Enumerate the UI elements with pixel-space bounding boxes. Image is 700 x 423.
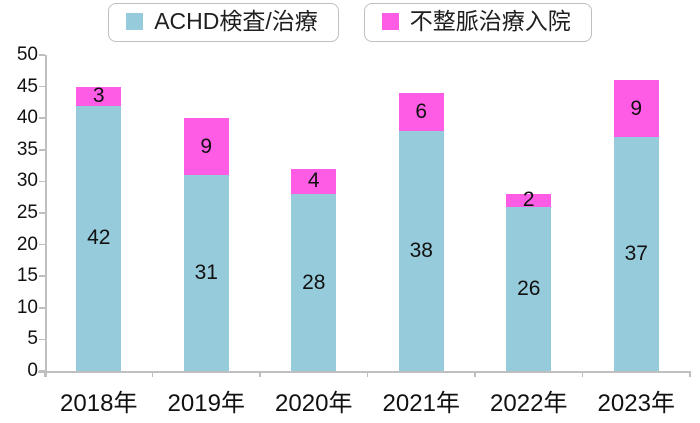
x-axis-tick bbox=[366, 371, 369, 377]
bar-segment-2021年-achd bbox=[398, 130, 444, 371]
y-axis-tick-label: 50 bbox=[16, 44, 38, 65]
y-axis-tick-label: 5 bbox=[27, 328, 38, 350]
bar-segment-2022年-arrhythmia bbox=[506, 194, 552, 207]
x-axis-category-label: 2019年 bbox=[167, 390, 245, 417]
y-axis-tick-label: 10 bbox=[16, 296, 38, 318]
x-axis-tick bbox=[474, 371, 476, 377]
legend-item-arrhythmia: 不整脈治療入院 bbox=[363, 3, 592, 42]
y-axis-tick-label: 0 bbox=[27, 360, 38, 381]
bar-segment-2022年-achd bbox=[506, 206, 552, 371]
y-axis-tick-label: 25 bbox=[16, 202, 38, 223]
bar-value-label: 37 bbox=[624, 242, 648, 266]
bar-segment-2018年-arrhythmia bbox=[76, 86, 122, 106]
bar-value-label: 28 bbox=[302, 270, 326, 294]
legend-label-achd: ACHD検査/治療 bbox=[154, 8, 318, 34]
x-axis-category-label: 2018年 bbox=[60, 390, 138, 417]
y-axis-tick bbox=[39, 275, 45, 277]
y-axis-tick-label: 30 bbox=[16, 170, 38, 192]
y-axis-tick-label: 15 bbox=[16, 265, 38, 287]
x-axis-category-label: 2020年 bbox=[275, 390, 353, 417]
y-axis-tick-label: 35 bbox=[16, 138, 38, 160]
x-axis-category-label: 2022年 bbox=[490, 390, 568, 417]
x-axis-line bbox=[38, 371, 690, 373]
bar-value-label: 6 bbox=[415, 99, 428, 123]
x-axis-tick bbox=[151, 371, 154, 377]
y-axis-tick bbox=[39, 212, 45, 214]
x-axis-category-label: 2023年 bbox=[597, 390, 675, 417]
y-axis-tick bbox=[39, 338, 45, 341]
x-axis-category-label: 2021年 bbox=[382, 390, 460, 417]
y-axis-line bbox=[45, 55, 47, 377]
bar-value-label: 2 bbox=[522, 188, 535, 212]
bar-value-label: 42 bbox=[87, 226, 111, 250]
bar-value-label: 3 bbox=[92, 84, 105, 108]
y-axis-tick bbox=[39, 117, 45, 119]
legend-item-achd: ACHD検査/治療 bbox=[108, 3, 339, 42]
bar-value-label: 9 bbox=[200, 134, 213, 158]
x-axis-tick bbox=[259, 371, 261, 377]
bar-segment-2020年-arrhythmia bbox=[291, 168, 337, 195]
y-axis-tick bbox=[39, 243, 45, 246]
bar-segment-2023年-arrhythmia bbox=[613, 80, 659, 138]
y-axis-tick bbox=[39, 85, 45, 88]
y-axis-tick-label: 45 bbox=[16, 75, 38, 97]
x-axis-tick bbox=[581, 371, 584, 377]
y-axis-tick bbox=[39, 54, 45, 56]
y-axis-tick bbox=[39, 180, 45, 183]
legend-label-arrhythmia: 不整脈治療入院 bbox=[409, 8, 571, 34]
legend-swatch-achd-icon bbox=[126, 13, 144, 31]
x-axis-tick bbox=[44, 371, 46, 377]
bar-segment-2023年-achd bbox=[613, 137, 659, 371]
legend: ACHD検査/治療 不整脈治療入院 bbox=[0, 3, 700, 42]
y-axis-tick bbox=[39, 149, 45, 151]
y-axis-tick bbox=[39, 370, 45, 372]
x-axis-tick bbox=[689, 371, 691, 377]
bar-segment-2019年-arrhythmia bbox=[183, 118, 229, 176]
bar-segment-2020年-achd bbox=[291, 194, 337, 371]
y-axis-tick-label: 40 bbox=[16, 107, 38, 129]
bar-value-label: 4 bbox=[307, 169, 320, 193]
y-axis-tick-label: 20 bbox=[16, 233, 38, 255]
bar-value-label: 26 bbox=[517, 276, 541, 300]
legend-swatch-arrhythmia-icon bbox=[381, 13, 399, 31]
bar-segment-2018年-achd bbox=[76, 105, 122, 371]
bar-value-label: 31 bbox=[194, 261, 218, 285]
y-axis-tick bbox=[39, 307, 45, 309]
bar-value-label: 9 bbox=[630, 96, 643, 120]
bar-segment-2019年-achd bbox=[183, 175, 229, 371]
bar-segment-2021年-arrhythmia bbox=[398, 92, 444, 131]
bar-value-label: 38 bbox=[409, 238, 433, 262]
